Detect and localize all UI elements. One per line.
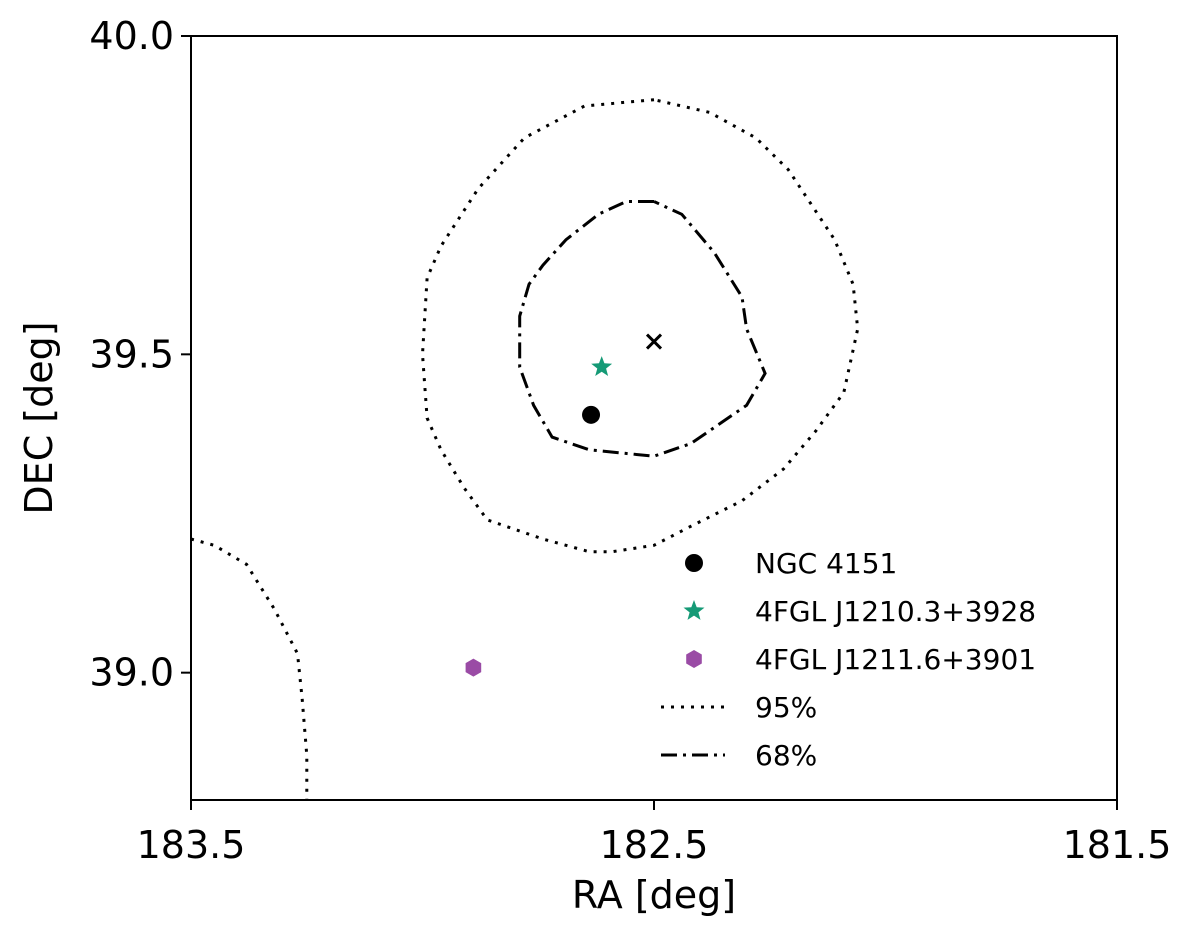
x-tick-label-0: 183.5	[137, 823, 246, 867]
y-tick-label-0: 39.0	[89, 651, 174, 695]
y-tick-label-1: 39.5	[89, 332, 174, 376]
legend: NGC 4151 4FGL J1210.3+3928 4FGL J1211.6+39…	[661, 547, 1036, 772]
y-ticks: 39.0 39.5 40.0	[89, 14, 191, 695]
legend-entry-3: 95%	[661, 691, 817, 724]
legend-entry-4: 68%	[661, 739, 817, 772]
legend-marker-0	[685, 554, 703, 572]
legend-entry-1: 4FGL J1210.3+3928	[683, 595, 1036, 628]
legend-entry-2: 4FGL J1211.6+3901	[686, 643, 1036, 676]
data-point-2-0	[465, 658, 482, 677]
center-x-marker	[645, 333, 663, 350]
x-ticks: 183.5 182.5 181.5	[137, 800, 1172, 867]
y-tick-label-2: 40.0	[89, 14, 174, 58]
x-axis-label: RA [deg]	[572, 873, 736, 917]
contour-95-path-0	[420, 98, 860, 554]
data-point-1-0	[591, 356, 613, 376]
legend-marker-1	[683, 600, 705, 620]
legend-marker-2	[686, 650, 702, 668]
legend-label-2: 4FGL J1211.6+3901	[755, 643, 1036, 676]
y-axis-label: DEC [deg]	[17, 321, 61, 514]
legend-entry-0: NGC 4151	[685, 547, 897, 580]
legend-label-4: 68%	[755, 739, 817, 772]
contour-95-path-1	[190, 537, 309, 800]
x-tick-label-2: 181.5	[1063, 823, 1172, 867]
data-point-0-0	[582, 405, 601, 424]
contour-68-path-0	[518, 200, 767, 458]
contours-layer	[190, 98, 860, 800]
points-layer	[465, 333, 663, 677]
legend-label-0: NGC 4151	[755, 547, 897, 580]
legend-label-1: 4FGL J1210.3+3928	[755, 595, 1036, 628]
legend-label-3: 95%	[755, 691, 817, 724]
plot-frame	[190, 35, 1118, 801]
x-tick-label-1: 182.5	[600, 823, 709, 867]
